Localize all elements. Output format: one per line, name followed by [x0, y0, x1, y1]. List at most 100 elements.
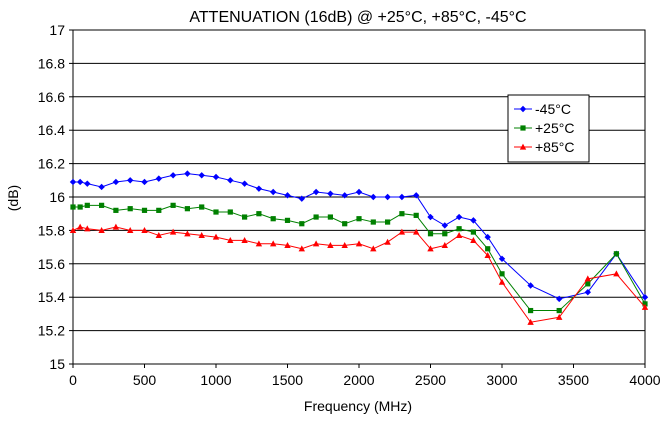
y-tick-label: 16.6: [38, 89, 65, 105]
x-tick-label: 3000: [486, 372, 517, 388]
data-point: [384, 193, 391, 201]
data-point: [284, 217, 291, 223]
legend-label: -45°C: [535, 101, 571, 117]
data-point: [484, 233, 491, 241]
data-point: [127, 177, 134, 184]
legend: -45°C +25°C +85°C: [507, 94, 590, 163]
series-triangle: [69, 223, 649, 325]
data-point: [198, 232, 205, 239]
legend-label: +25°C: [535, 120, 574, 136]
data-point: [398, 193, 406, 201]
legend-marker: [519, 105, 527, 113]
y-tick-label: 15.8: [38, 222, 65, 238]
data-point: [556, 313, 563, 320]
data-point: [77, 204, 83, 210]
data-point: [456, 226, 462, 232]
data-point: [284, 242, 291, 249]
data-point: [413, 212, 419, 218]
data-point: [455, 213, 463, 221]
data-point: [127, 227, 134, 233]
data-point: [184, 170, 191, 177]
data-point: [470, 237, 477, 244]
data-point: [398, 228, 406, 235]
data-point: [427, 231, 434, 237]
data-point: [356, 216, 362, 222]
data-point: [442, 231, 448, 237]
data-point: [255, 185, 263, 192]
data-point: [184, 230, 191, 237]
x-tick-label: 1000: [200, 372, 231, 388]
data-point: [113, 207, 119, 213]
data-point: [98, 183, 105, 191]
data-point: [556, 307, 562, 314]
data-point: [312, 240, 320, 247]
y-tick-label: 17: [49, 22, 65, 38]
data-point: [585, 281, 591, 287]
data-point: [370, 193, 377, 201]
data-point: [69, 227, 77, 233]
plot-area-border: [72, 29, 646, 365]
data-point: [613, 251, 619, 257]
axes: 15 15.2 15.4 15.6 15.8 16 16.2 16.4 16.6 16.8 17 0 5…: [38, 22, 661, 388]
data-point: [327, 214, 333, 220]
data-point: [470, 229, 476, 235]
y-tick-label: 15: [49, 356, 65, 372]
data-point: [255, 240, 263, 247]
data-point: [384, 238, 391, 245]
data-point: [427, 213, 434, 221]
series-lines: [69, 170, 649, 325]
data-point: [327, 190, 334, 197]
x-tick-label: 1500: [272, 372, 303, 388]
y-tick-label: 16.4: [38, 122, 65, 138]
data-point: [298, 195, 305, 202]
data-point: [199, 204, 205, 210]
data-point: [355, 188, 363, 196]
data-point: [270, 216, 276, 222]
data-point: [399, 211, 405, 217]
data-point: [342, 221, 348, 227]
data-point: [584, 288, 591, 296]
data-point: [141, 227, 148, 233]
data-point: [527, 282, 534, 289]
x-tick-label: 0: [69, 372, 77, 388]
y-axis-label: (dB): [5, 185, 21, 211]
data-point: [327, 242, 334, 249]
data-point: [270, 188, 277, 196]
legend-label: +85°C: [535, 139, 574, 155]
x-tick-label: 4000: [629, 372, 660, 388]
data-point: [99, 202, 105, 208]
data-point: [141, 178, 148, 186]
data-point: [341, 192, 348, 199]
data-point: [127, 206, 133, 212]
data-point: [241, 180, 248, 187]
data-point: [584, 275, 591, 282]
data-point: [455, 232, 463, 239]
data-point: [528, 307, 534, 314]
data-point: [84, 180, 91, 187]
x-axis-label: Frequency (MHz): [304, 398, 412, 414]
data-point: [169, 228, 177, 235]
data-point: [441, 222, 448, 229]
x-tick-label: 3500: [558, 372, 589, 388]
data-point: [213, 209, 219, 215]
data-point: [70, 204, 76, 210]
data-point: [169, 172, 177, 179]
data-point: [241, 237, 248, 244]
data-point: [470, 217, 477, 224]
data-point: [227, 177, 234, 184]
data-point: [76, 223, 84, 230]
data-point: [156, 207, 162, 213]
data-point: [112, 223, 120, 230]
data-point: [76, 178, 84, 186]
x-tick-label: 2000: [343, 372, 374, 388]
data-point: [184, 206, 190, 212]
data-point: [155, 232, 162, 239]
chart-title: ATTENUATION (16dB) @ +25°C, +85°C, -45°C: [189, 9, 526, 26]
data-point: [370, 219, 376, 225]
data-point: [413, 228, 420, 235]
y-tick-label: 16.2: [38, 156, 65, 172]
data-point: [98, 227, 105, 233]
data-point: [84, 225, 91, 232]
